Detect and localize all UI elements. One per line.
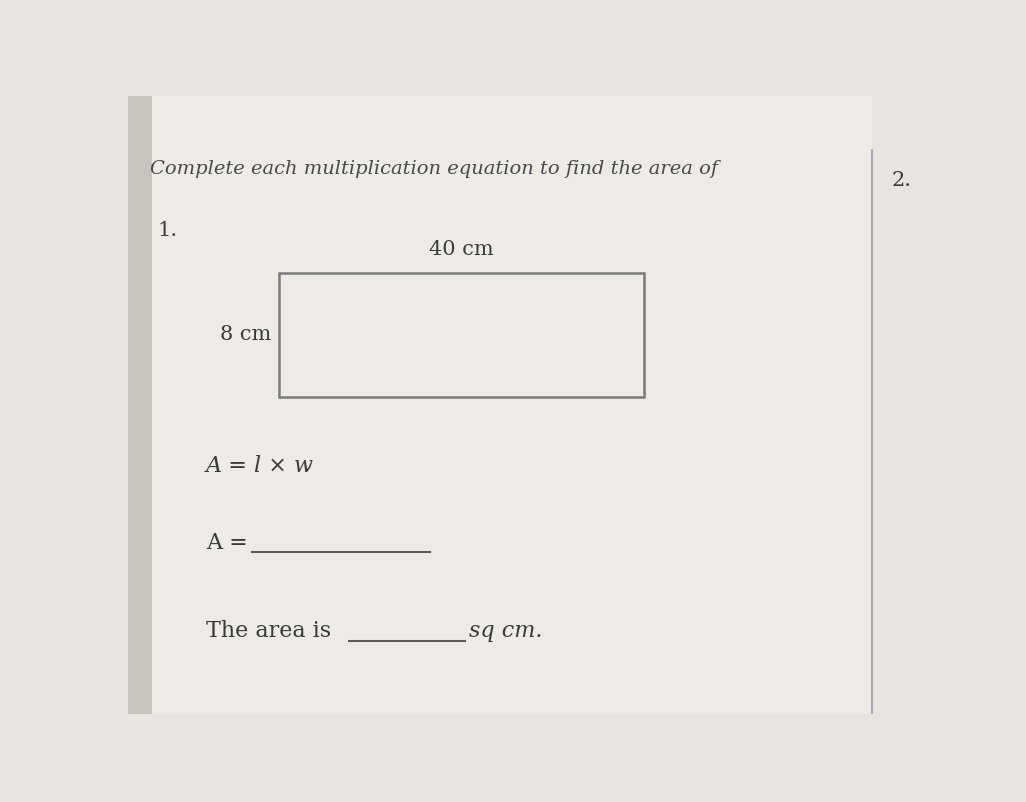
- Text: A =: A =: [206, 532, 254, 554]
- Text: 40 cm: 40 cm: [429, 241, 494, 260]
- Text: Complete each multiplication equation to find the area of: Complete each multiplication equation to…: [150, 160, 718, 178]
- Bar: [128, 96, 152, 714]
- Text: The area is: The area is: [206, 621, 330, 642]
- Text: 8 cm: 8 cm: [221, 326, 272, 344]
- Text: sq cm.: sq cm.: [469, 621, 543, 642]
- Text: 1.: 1.: [158, 221, 177, 241]
- Text: 2.: 2.: [892, 172, 912, 190]
- Text: A = l × w: A = l × w: [206, 455, 314, 477]
- Bar: [279, 273, 643, 396]
